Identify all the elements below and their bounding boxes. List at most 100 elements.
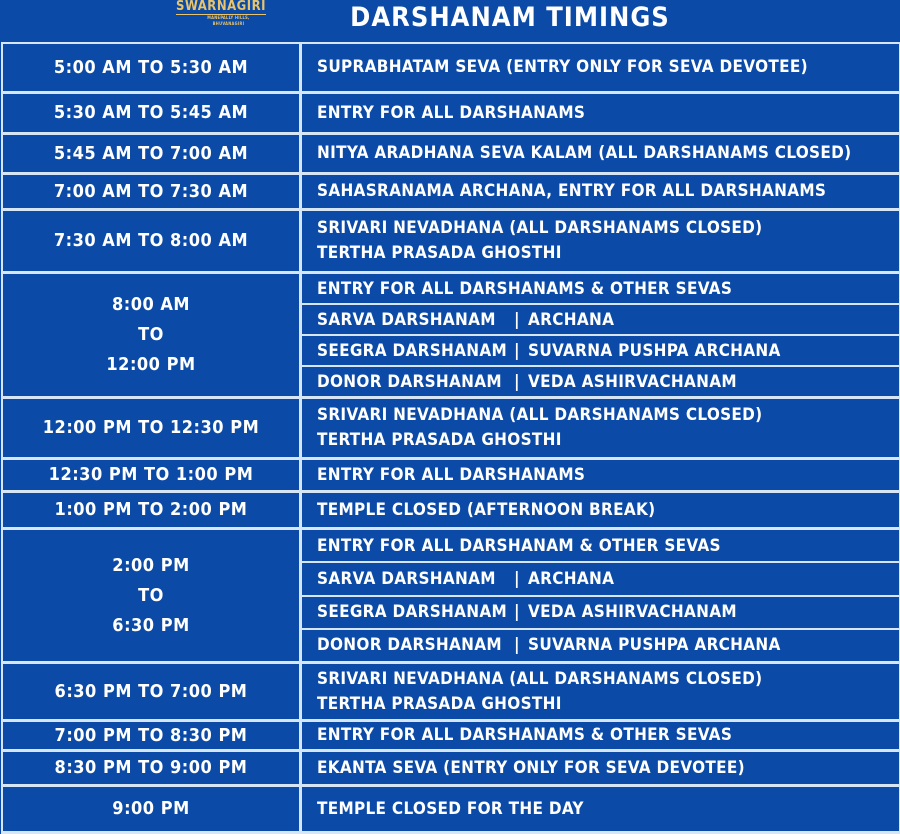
activity-text: ENTRY FOR ALL DARSHANAMS <box>317 102 586 123</box>
activity-text: TERTHA PRASADA GHOSTHI <box>317 430 562 450</box>
activity-text: EKANTA SEVA (ENTRY ONLY FOR SEVA DEVOTEE… <box>317 757 745 778</box>
activity-name: DONOR DARSHANAM <box>317 371 502 392</box>
activity-text: TEMPLE CLOSED FOR THE DAY <box>317 798 584 819</box>
table-row: 5:00 AM TO 5:30 AM SUPRABHATAM SEVA (ENTR… <box>3 44 899 94</box>
separator: | <box>514 568 520 589</box>
activity-cell: SRIVARI NEVADHANA (ALL DARSHANAMS CLOSED… <box>302 664 899 719</box>
activity-name: SUVARNA PUSHPA ARCHANA <box>528 635 781 656</box>
time-text: TO <box>138 324 164 345</box>
time-cell: 1:00 PM TO 2:00 PM <box>3 493 302 527</box>
separator: | <box>514 635 520 656</box>
activity-name: VEDA ASHIRVACHANAM <box>528 371 737 392</box>
time-text: 2:00 PM <box>112 554 190 576</box>
activity-cell: SUPRABHATAM SEVA (ENTRY ONLY FOR SEVA DE… <box>302 44 899 91</box>
table-row: 8:00 AM TO 12:00 PM ENTRY FOR ALL DARSHANAM… <box>3 274 899 399</box>
activity-list: ENTRY FOR ALL DARSHANAM & OTHER SEVAS SAR… <box>302 530 899 661</box>
activity-text: SRIVARI NEVADHANA (ALL DARSHANAMS CLOSED… <box>317 405 763 425</box>
time-text: 6:30 PM <box>112 614 190 636</box>
activity-subrow: ENTRY FOR ALL DARSHANAMS & OTHER SEVAS <box>302 274 899 305</box>
table-row: 8:30 PM TO 9:00 PM EKANTA SEVA (ENTRY ONL… <box>3 752 899 787</box>
activity-text: SRIVARI NEVADHANA (ALL DARSHANAMS CLOSED… <box>317 668 763 689</box>
activity-text: TERTHA PRASADA GHOSTHI <box>317 243 562 263</box>
activity-subrow: ENTRY FOR ALL DARSHANAM & OTHER SEVAS <box>302 530 899 564</box>
activity-name: SEEGRA DARSHANAM <box>317 602 508 623</box>
time-cell: 9:00 PM <box>3 787 302 831</box>
time-text: 12:00 PM TO 12:30 PM <box>42 417 260 438</box>
activity-cell: SRIVARI NEVADHANA (ALL DARSHANAMS CLOSED… <box>302 399 899 457</box>
table-row: 7:30 AM TO 8:00 AM SRIVARI NEVADHANA (ALL… <box>3 211 899 274</box>
time-text: 7:00 PM TO 8:30 PM <box>54 724 248 746</box>
activity-text: TEMPLE CLOSED (AFTERNOON BREAK) <box>317 499 656 520</box>
activity-name: DONOR DARSHANAM <box>317 635 502 656</box>
time-text: 1:00 PM TO 2:00 PM <box>54 499 248 520</box>
table-row: 7:00 PM TO 8:30 PM ENTRY FOR ALL DARSHANA… <box>3 722 899 752</box>
time-cell: 5:30 AM TO 5:45 AM <box>3 94 302 132</box>
time-text: 8:30 PM TO 9:00 PM <box>54 757 248 778</box>
activity-cell: SAHASRANAMA ARCHANA, ENTRY FOR ALL DARSH… <box>302 175 899 208</box>
activity-text: NITYA ARADHANA SEVA KALAM (ALL DARSHANAM… <box>317 143 852 163</box>
activity-cell: SRIVARI NEVADHANA (ALL DARSHANAMS CLOSED… <box>302 211 899 271</box>
activity-cell: ENTRY FOR ALL DARSHANAMS & OTHER SEVAS <box>302 722 899 749</box>
activity-text: TERTHA PRASADA GHOSTHI <box>317 693 562 714</box>
activity-name: VEDA ASHIRVACHANAM <box>528 602 737 623</box>
time-text: 6:30 PM TO 7:00 PM <box>54 680 248 702</box>
activity-subrow: DONOR DARSHANAM | VEDA ASHIRVACHANAM <box>302 367 899 396</box>
time-cell: 12:00 PM TO 12:30 PM <box>3 399 302 457</box>
activity-name: SUVARNA PUSHPA ARCHANA <box>528 340 781 361</box>
time-cell: 8:30 PM TO 9:00 PM <box>3 752 302 784</box>
time-cell: 8:00 AM TO 12:00 PM <box>3 274 302 396</box>
activity-name: SARVA DARSHANAM <box>317 568 496 589</box>
time-cell: 7:30 AM TO 8:00 AM <box>3 211 302 271</box>
activity-subrow: SEEGRA DARSHANAM | SUVARNA PUSHPA ARCHANA <box>302 336 899 367</box>
activity-text: ENTRY FOR ALL DARSHANAMS & OTHER SEVAS <box>317 725 733 745</box>
time-text: 5:45 AM TO 7:00 AM <box>53 142 249 164</box>
time-text: 7:30 AM TO 8:00 AM <box>53 230 249 251</box>
activity-text: SUPRABHATAM SEVA (ENTRY ONLY FOR SEVA DE… <box>317 57 808 77</box>
time-text: 12:30 PM TO 1:00 PM <box>48 464 254 485</box>
table-row: 2:00 PM TO 6:30 PM ENTRY FOR ALL DARSHANAM … <box>3 530 899 664</box>
activity-text: SRIVARI NEVADHANA (ALL DARSHANAMS CLOSED… <box>317 218 763 238</box>
activity-name: ENTRY FOR ALL DARSHANAMS & OTHER SEVAS <box>317 278 733 299</box>
time-text: 5:00 AM TO 5:30 AM <box>53 56 249 78</box>
time-cell: 6:30 PM TO 7:00 PM <box>3 664 302 719</box>
activity-subrow: SEEGRA DARSHANAM | VEDA ASHIRVACHANAM <box>302 597 899 630</box>
activity-cell: TEMPLE CLOSED (AFTERNOON BREAK) <box>302 493 899 527</box>
time-cell: 5:00 AM TO 5:30 AM <box>3 44 302 91</box>
logo-name: SWARNAGIRI <box>176 0 266 14</box>
table-row: 7:00 AM TO 7:30 AM SAHASRANAMA ARCHANA, E… <box>3 175 899 211</box>
activity-name: ENTRY FOR ALL DARSHANAM & OTHER SEVAS <box>317 535 721 556</box>
activity-cell: TEMPLE CLOSED FOR THE DAY <box>302 787 899 831</box>
table-row: 9:00 PM TEMPLE CLOSED FOR THE DAY <box>3 787 899 834</box>
table-row: 12:00 PM TO 12:30 PM SRIVARI NEVADHANA (A… <box>3 399 899 460</box>
separator: | <box>514 371 520 392</box>
time-text: 9:00 PM <box>112 798 190 819</box>
time-text: 8:00 AM <box>111 294 191 315</box>
table-row: 6:30 PM TO 7:00 PM SRIVARI NEVADHANA (ALL… <box>3 664 899 722</box>
activity-cell: ENTRY FOR ALL DARSHANAMS <box>302 94 899 132</box>
logo: SWARNAGIRI MANEPALLY HILLS, BHUVANAGIRI <box>176 0 266 27</box>
time-cell: 7:00 AM TO 7:30 AM <box>3 175 302 208</box>
activity-name: SEEGRA DARSHANAM <box>317 340 508 361</box>
separator: | <box>514 340 520 361</box>
time-text: 5:30 AM TO 5:45 AM <box>53 102 249 123</box>
time-cell: 12:30 PM TO 1:00 PM <box>3 460 302 490</box>
activity-text: ENTRY FOR ALL DARSHANAMS <box>317 464 586 485</box>
activity-name: ARCHANA <box>528 568 615 589</box>
page-title: DARSHANAM TIMINGS <box>350 2 670 33</box>
time-text: TO <box>138 584 164 606</box>
time-text: 7:00 AM TO 7:30 AM <box>53 180 249 202</box>
logo-tagline: MANEPALLY HILLS, BHUVANAGIRI <box>176 14 266 27</box>
time-cell: 7:00 PM TO 8:30 PM <box>3 722 302 749</box>
activity-name: ARCHANA <box>528 309 615 330</box>
activity-cell: ENTRY FOR ALL DARSHANAMS <box>302 460 899 490</box>
table-row: 5:45 AM TO 7:00 AM NITYA ARADHANA SEVA KA… <box>3 135 899 175</box>
timings-table: 5:00 AM TO 5:30 AM SUPRABHATAM SEVA (ENTR… <box>1 42 900 834</box>
table-row: 12:30 PM TO 1:00 PM ENTRY FOR ALL DARSHAN… <box>3 460 899 493</box>
separator: | <box>514 309 520 330</box>
activity-subrow: DONOR DARSHANAM | SUVARNA PUSHPA ARCHANA <box>302 630 899 661</box>
table-row: 5:30 AM TO 5:45 AM ENTRY FOR ALL DARSHANA… <box>3 94 899 135</box>
activity-list: ENTRY FOR ALL DARSHANAMS & OTHER SEVAS SA… <box>302 274 899 396</box>
time-text: 12:00 PM <box>106 354 196 375</box>
table-row: 1:00 PM TO 2:00 PM TEMPLE CLOSED (AFTERNO… <box>3 493 899 530</box>
separator: | <box>514 602 520 623</box>
